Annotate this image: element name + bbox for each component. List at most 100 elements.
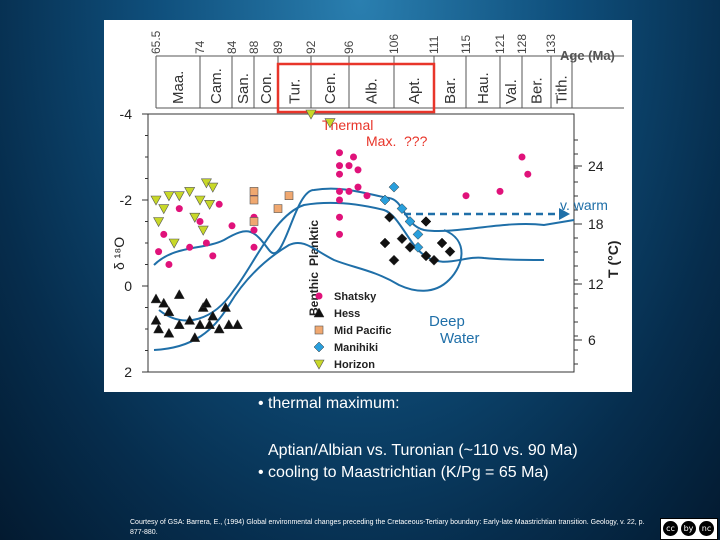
annotation-planktic: Planktic	[307, 220, 321, 266]
data-point-shatsky	[496, 187, 504, 195]
data-point-hess	[194, 319, 206, 329]
data-point-hess	[158, 297, 170, 308]
data-point-horizon	[189, 212, 201, 223]
annotation-v-warm: v. warm	[560, 197, 608, 213]
data-point-manihiki	[388, 181, 400, 193]
data-point-mid-pacific	[249, 217, 259, 226]
y-right-tick-label: 24	[588, 158, 604, 174]
data-point-benthic-black	[396, 233, 408, 245]
data-point-benthic-black	[384, 211, 395, 223]
stage-label: Tur.	[287, 79, 304, 104]
data-point-hess	[150, 314, 162, 325]
y-right-axis-label: T (°C)	[605, 241, 621, 278]
data-point-hess	[204, 319, 216, 329]
data-point-horizon	[168, 238, 180, 249]
data-point-mid-pacific	[284, 191, 294, 200]
stage-label: Alb.	[364, 78, 381, 104]
data-point-horizon	[158, 204, 170, 215]
data-point-horizon	[204, 200, 216, 210]
y-left-axis-label: δ ¹⁸O	[111, 237, 127, 270]
legend-label-mid-pacific: Mid Pacific	[334, 325, 391, 337]
data-point-shatsky	[345, 187, 353, 195]
data-point-hess	[153, 323, 165, 334]
data-point-shatsky	[215, 200, 223, 208]
data-point-shatsky	[155, 248, 163, 256]
data-point-shatsky	[462, 192, 470, 200]
data-point-hess	[173, 319, 185, 329]
annotation-deep: Deep	[429, 313, 465, 330]
legend-marker-manihiki	[313, 341, 325, 353]
data-point-shatsky	[202, 239, 210, 247]
data-point-benthic-black	[444, 246, 456, 257]
age-tick-label: 92	[304, 40, 318, 54]
stage-label: Hau.	[475, 72, 492, 104]
data-point-shatsky	[336, 196, 343, 204]
data-point-shatsky	[336, 187, 343, 195]
data-point-shatsky	[250, 243, 258, 251]
age-tick-label: 115	[459, 35, 473, 54]
data-point-hess	[207, 310, 219, 321]
y-right-tick-label: 12	[588, 276, 604, 292]
age-tick-label: 128	[515, 34, 529, 54]
data-point-horizon	[324, 118, 336, 129]
data-point-hess	[200, 297, 212, 308]
data-point-shatsky	[336, 149, 343, 157]
y-left-tick-label: -2	[120, 192, 133, 208]
data-point-manihiki	[379, 194, 391, 206]
data-point-horizon	[173, 191, 185, 202]
annotation-thermal: Thermal	[322, 117, 373, 133]
age-tick-label: 89	[271, 40, 285, 54]
data-point-benthic-black	[404, 241, 416, 253]
data-point-benthic-black	[428, 254, 440, 266]
data-point-horizon	[184, 187, 196, 198]
legend-label-manihiki: Manihiki	[334, 342, 378, 354]
bullet-thermal-maximum: • thermal maximum:	[258, 395, 400, 412]
bullet-cooling: • cooling to Maastrichtian (K/Pg = 65 Ma…	[258, 464, 549, 481]
data-point-shatsky	[186, 243, 194, 251]
thermal-highlight-box	[276, 62, 436, 114]
data-point-shatsky	[363, 192, 371, 200]
stage-label: Con.	[258, 72, 275, 104]
legend-label-hess: Hess	[334, 308, 360, 320]
data-point-horizon	[163, 191, 175, 202]
data-point-hess	[223, 319, 235, 329]
age-tick-label: 111	[427, 35, 441, 54]
creative-commons-badge: cc by nc	[660, 518, 718, 540]
data-point-shatsky	[209, 252, 217, 260]
data-point-manihiki	[412, 241, 424, 253]
data-point-shatsky	[336, 230, 343, 238]
stage-label: Bar.	[442, 77, 459, 104]
annotation-max: Max.	[366, 133, 396, 149]
data-point-horizon	[197, 225, 209, 236]
data-point-hess	[220, 301, 232, 312]
data-point-shatsky	[165, 261, 173, 268]
stage-label: Tith.	[554, 75, 571, 104]
age-tick-label: 96	[342, 40, 356, 54]
data-point-horizon	[194, 195, 206, 206]
data-point-hess	[173, 289, 185, 299]
data-point-benthic-black	[379, 237, 391, 249]
legend-label-shatsky: Shatsky	[334, 291, 377, 303]
data-point-horizon	[150, 195, 162, 206]
data-point-hess	[163, 327, 175, 338]
data-point-shatsky	[354, 166, 362, 174]
stage-label: Maa.	[170, 71, 187, 104]
legend-marker-hess	[313, 307, 325, 318]
data-point-horizon	[153, 217, 165, 228]
data-point-benthic-black	[420, 216, 432, 227]
planktic-upper-curve	[153, 187, 575, 266]
legend-marker-horizon	[313, 359, 325, 370]
data-point-shatsky	[336, 162, 343, 170]
age-tick-label: 106	[387, 34, 401, 54]
deep-water-curve	[153, 229, 463, 351]
figure-panel: 65.5 74 84 88 89 92 96 106 111 115 121 128 133 Age (M…	[104, 20, 632, 392]
annotation-question: ???	[404, 133, 428, 149]
data-point-shatsky	[336, 170, 343, 178]
data-point-shatsky	[336, 213, 343, 221]
data-point-benthic-black	[420, 250, 432, 262]
data-point-mid-pacific	[249, 195, 259, 205]
age-tick-label: 65.5	[149, 30, 163, 54]
annotation-benthic: Benthic	[307, 272, 321, 316]
data-point-shatsky	[350, 153, 357, 161]
